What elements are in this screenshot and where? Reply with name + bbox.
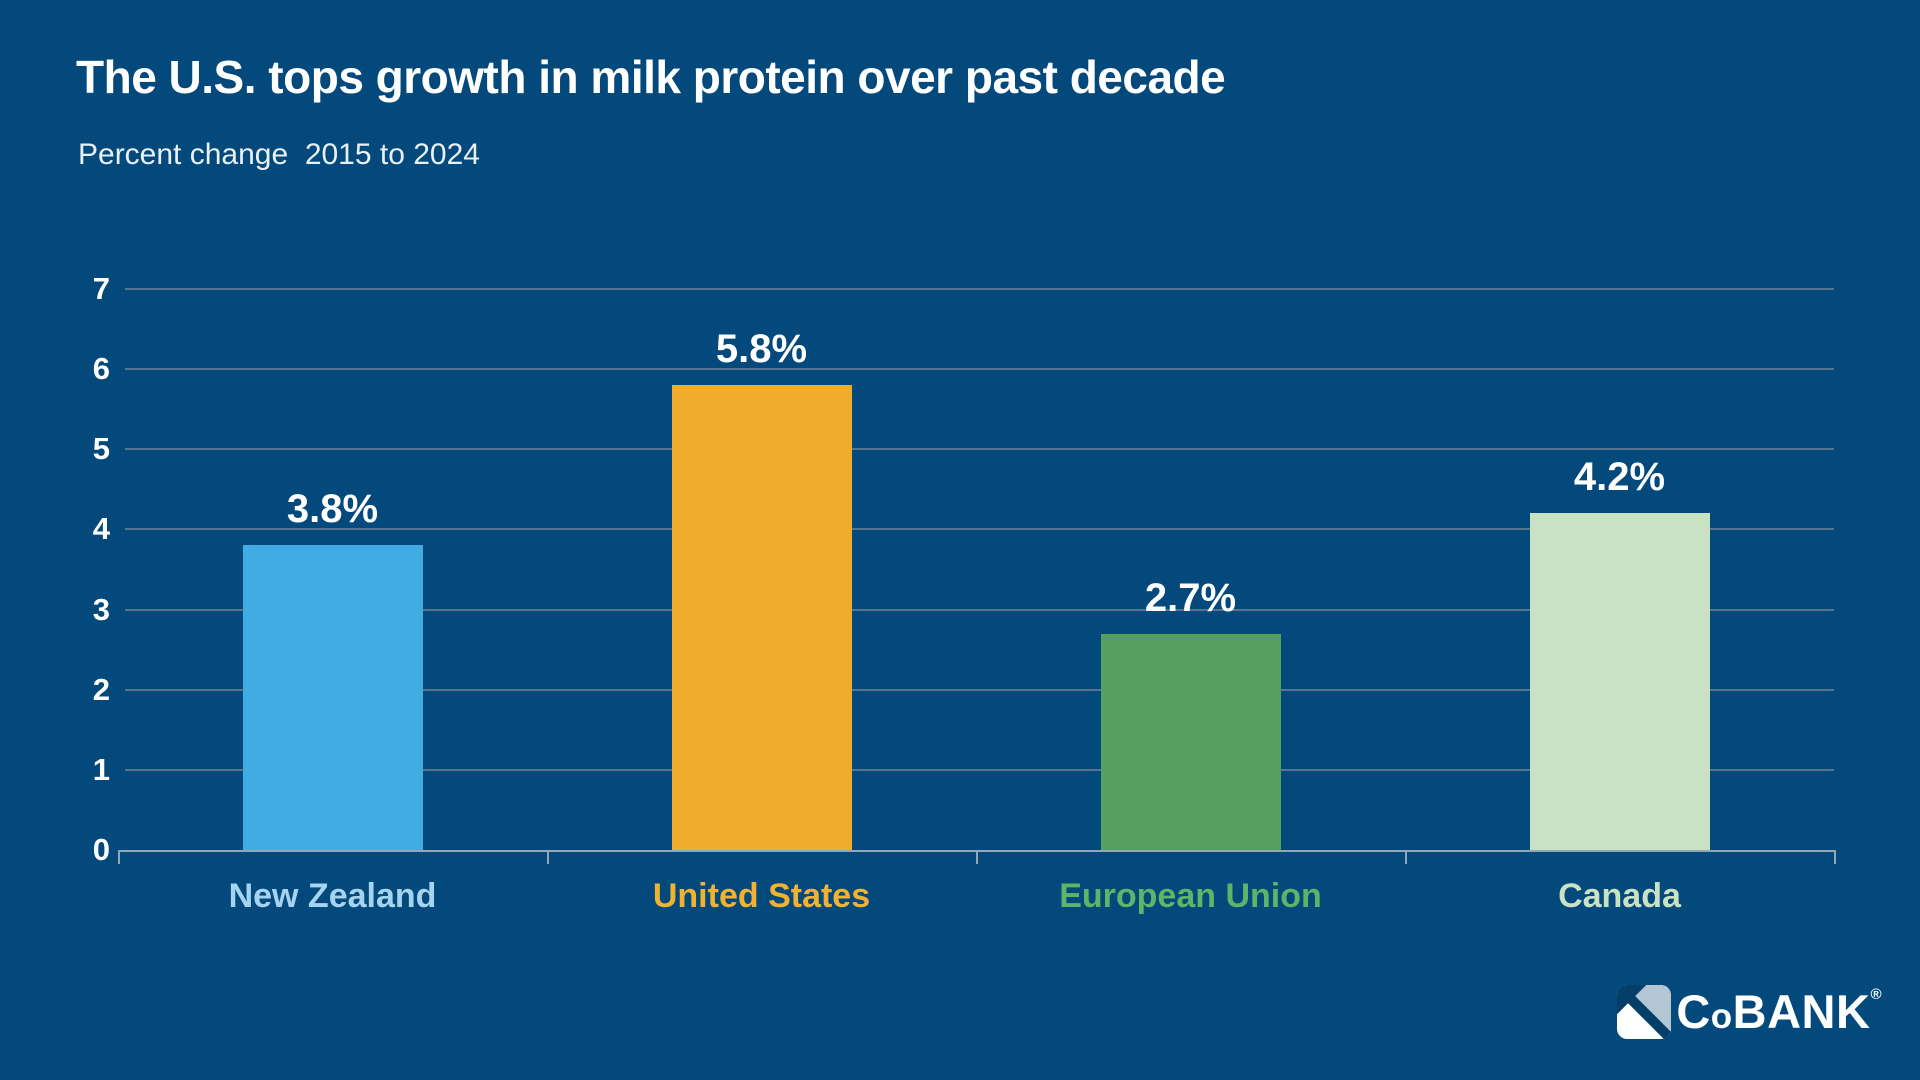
registered-trademark-symbol: ® [1870, 986, 1882, 1003]
y-tick-label-7: 7 [92, 271, 110, 306]
logo-letters-bank: BANK [1732, 985, 1871, 1038]
gridline-y-5 [125, 448, 1834, 451]
gridline-y-6 [125, 368, 1834, 371]
x-axis-tick [118, 850, 120, 864]
logo-letter-o: o [1710, 997, 1733, 1036]
gridline-y-1 [125, 768, 1834, 771]
x-axis-tick [1834, 850, 1836, 864]
gridline-y-2 [125, 688, 1834, 691]
x-axis-tick [547, 850, 549, 864]
cobank-logo-icon [1617, 984, 1672, 1039]
logo-letter-c: C [1676, 985, 1711, 1038]
y-tick-label-4: 4 [92, 511, 110, 547]
bar-european-union [1100, 633, 1281, 850]
bar-united-states [671, 385, 852, 850]
chart-title: The U.S. tops growth in milk protein ove… [76, 51, 1226, 103]
value-label-canada: 4.2% [1573, 455, 1666, 500]
y-tick-label-6: 6 [92, 351, 110, 387]
y-tick-label-3: 3 [92, 591, 110, 627]
value-label-united-states: 5.8% [715, 327, 808, 372]
category-label-european-union: European Union [1059, 877, 1322, 915]
value-label-european-union: 2.7% [1144, 575, 1237, 620]
y-tick-label-1: 1 [92, 751, 110, 787]
y-tick-label-0: 0 [92, 832, 110, 867]
x-axis-tick [1405, 850, 1407, 864]
gridline-y-7 [125, 288, 1834, 290]
gridline-y-4 [125, 528, 1834, 531]
y-tick-label-5: 5 [92, 431, 110, 467]
category-label-new-zealand: New Zealand [228, 877, 437, 915]
bar-new-zealand [242, 545, 423, 850]
category-label-canada: Canada [1558, 877, 1681, 915]
gridline-y-3 [125, 608, 1834, 611]
chart-subtitle: Percent change 2015 to 2024 [78, 138, 480, 171]
y-tick-label-2: 2 [92, 671, 110, 707]
value-label-new-zealand: 3.8% [286, 487, 379, 532]
x-axis-tick [976, 850, 978, 864]
bar-canada [1529, 513, 1710, 850]
category-label-united-states: United States [652, 877, 871, 915]
